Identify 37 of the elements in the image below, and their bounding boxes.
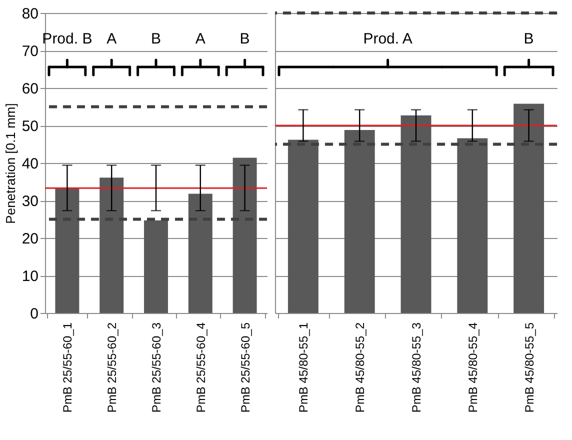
x-tick-label: PmB 45/80-55_4 — [466, 322, 480, 413]
y-tick-label: 60 — [22, 80, 38, 98]
bar — [288, 140, 318, 313]
y-tick-label: 10 — [22, 268, 38, 285]
annotation: Prod. A — [363, 30, 412, 48]
annotation: B — [524, 30, 534, 48]
bar — [188, 194, 212, 313]
y-tick-label: 50 — [22, 118, 38, 135]
bar — [400, 115, 432, 313]
annotation: A — [195, 30, 206, 48]
bar — [55, 188, 80, 313]
x-tick-label: PmB 45/80-55_5 — [522, 322, 536, 413]
annotation: Prod. B — [42, 30, 92, 48]
y-tick-label: 30 — [22, 193, 38, 210]
x-tick-label: PmB 25/55-60_2 — [105, 322, 120, 413]
y-tick-label: 80 — [22, 6, 38, 22]
bar — [457, 138, 488, 313]
bar — [100, 178, 124, 313]
y-tick-label: 70 — [22, 43, 38, 60]
bar — [144, 220, 168, 313]
x-tick-label: PmB 45/80-55_3 — [410, 322, 424, 413]
x-tick-label: PmB 25/55-60_5 — [238, 322, 252, 413]
bar — [232, 158, 257, 313]
x-tick-label: PmB 25/55-60_3 — [150, 322, 164, 413]
y-tick-label: 0 — [30, 306, 38, 322]
bar — [344, 130, 375, 313]
x-tick-label: PmB 25/55-60_1 — [60, 322, 75, 413]
annotation: B — [150, 30, 162, 48]
annotation: B — [240, 30, 250, 48]
y-tick-label: 20 — [22, 230, 38, 248]
bar — [514, 104, 544, 313]
x-tick-label: PmB 45/80-55_2 — [353, 322, 368, 413]
x-tick-label: PmB 25/55-60_4 — [194, 322, 208, 413]
y-tick-label: 40 — [22, 156, 38, 172]
annotation: A — [106, 30, 117, 48]
x-tick-label: PmB 45/80-55_1 — [296, 322, 311, 413]
y-axis-title: Penetration [0.1 mm] — [2, 103, 18, 224]
